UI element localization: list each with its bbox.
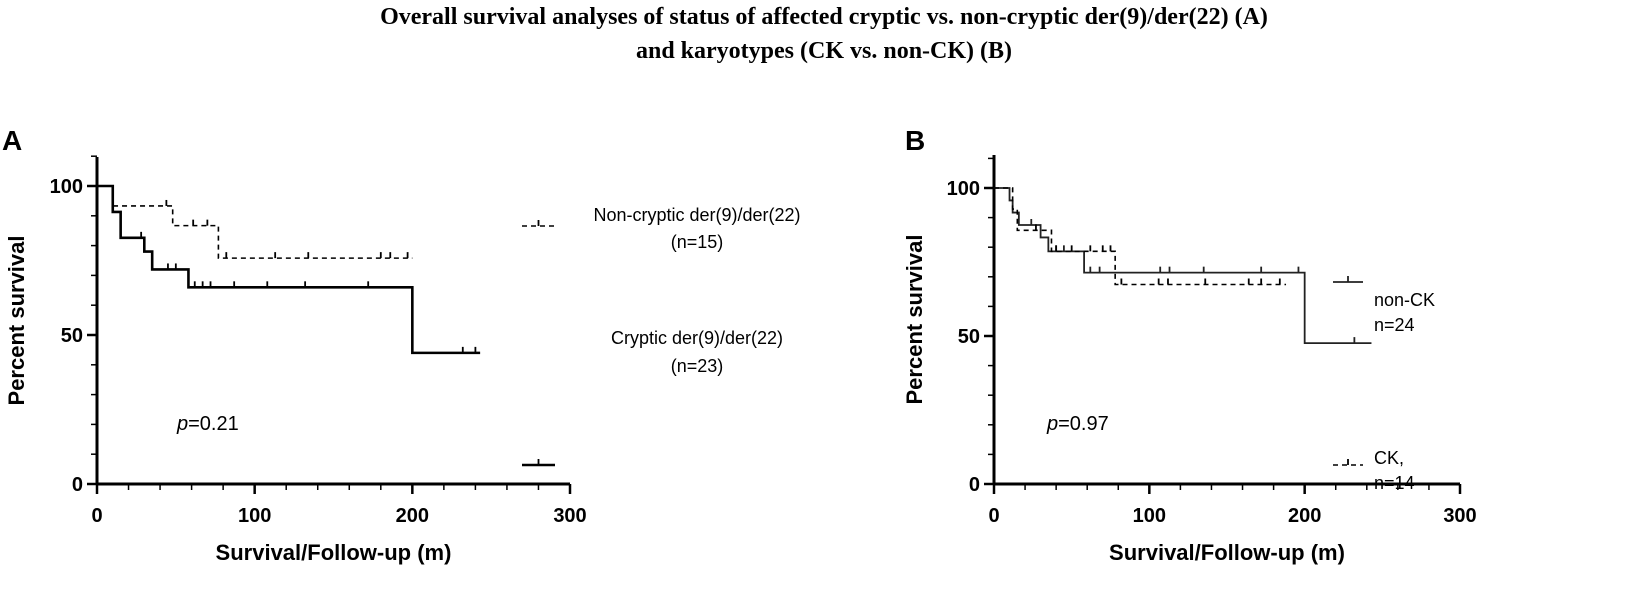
figure-title: Overall survival analyses of status of a… <box>0 0 1648 68</box>
x-tick-label: 0 <box>988 505 999 527</box>
y-tick-label: 50 <box>958 326 980 348</box>
panel-a: A 0 50 100 0 100 200 300 Percent survival Surviva… <box>2 125 801 565</box>
legend-label-count: (n=23) <box>671 356 724 376</box>
x-axis-label: Survival/Follow-up (m) <box>216 540 452 565</box>
p-value-number: =0.21 <box>188 413 239 435</box>
series-line <box>994 187 1287 286</box>
x-tick-label: 200 <box>396 505 429 527</box>
x-tick-label: 0 <box>91 505 102 527</box>
x-tick-label: 300 <box>553 505 586 527</box>
x-tick-label: 200 <box>1288 505 1321 527</box>
series-line <box>994 187 1372 345</box>
panel-label: A <box>2 125 22 156</box>
legend-label: non-CK <box>1374 290 1435 310</box>
y-tick-label: 100 <box>50 176 83 198</box>
x-tick-label: 100 <box>238 505 271 527</box>
p-value-annotation: p=0.97 <box>1046 413 1109 435</box>
legend-label-count: n=24 <box>1374 315 1415 335</box>
legend-label-count: n=14 <box>1374 473 1415 493</box>
legend-label: Non-cryptic der(9)/der(22) <box>593 205 800 225</box>
panel-label: B <box>905 125 925 156</box>
x-tick-label: 100 <box>1133 505 1166 527</box>
y-axis-label: Percent survival <box>4 236 29 406</box>
y-tick-label: 50 <box>61 325 83 347</box>
p-value-number: =0.97 <box>1058 413 1109 435</box>
y-tick-label: 100 <box>947 178 980 200</box>
y-axis-label: Percent survival <box>902 235 927 405</box>
y-tick-label: 0 <box>72 474 83 496</box>
x-axis-label: Survival/Follow-up (m) <box>1109 540 1345 565</box>
legend-label: Cryptic der(9)/der(22) <box>611 328 783 348</box>
p-value-annotation: p=0.21 <box>176 413 239 435</box>
panel-b: B 0 50 100 0 100 200 300 Percent survival Surviva… <box>902 125 1477 565</box>
legend-label: CK, <box>1374 448 1404 468</box>
p-value-symbol: p <box>1046 413 1058 435</box>
x-tick-label: 300 <box>1443 505 1476 527</box>
p-value-symbol: p <box>176 413 188 435</box>
figure-title-line-1: Overall survival analyses of status of a… <box>380 4 1268 30</box>
legend-label-count: (n=15) <box>671 232 724 252</box>
y-tick-label: 0 <box>969 474 980 496</box>
series-line <box>97 184 481 355</box>
figure-title-line-2: and karyotypes (CK vs. non-CK) (B) <box>635 38 1013 64</box>
